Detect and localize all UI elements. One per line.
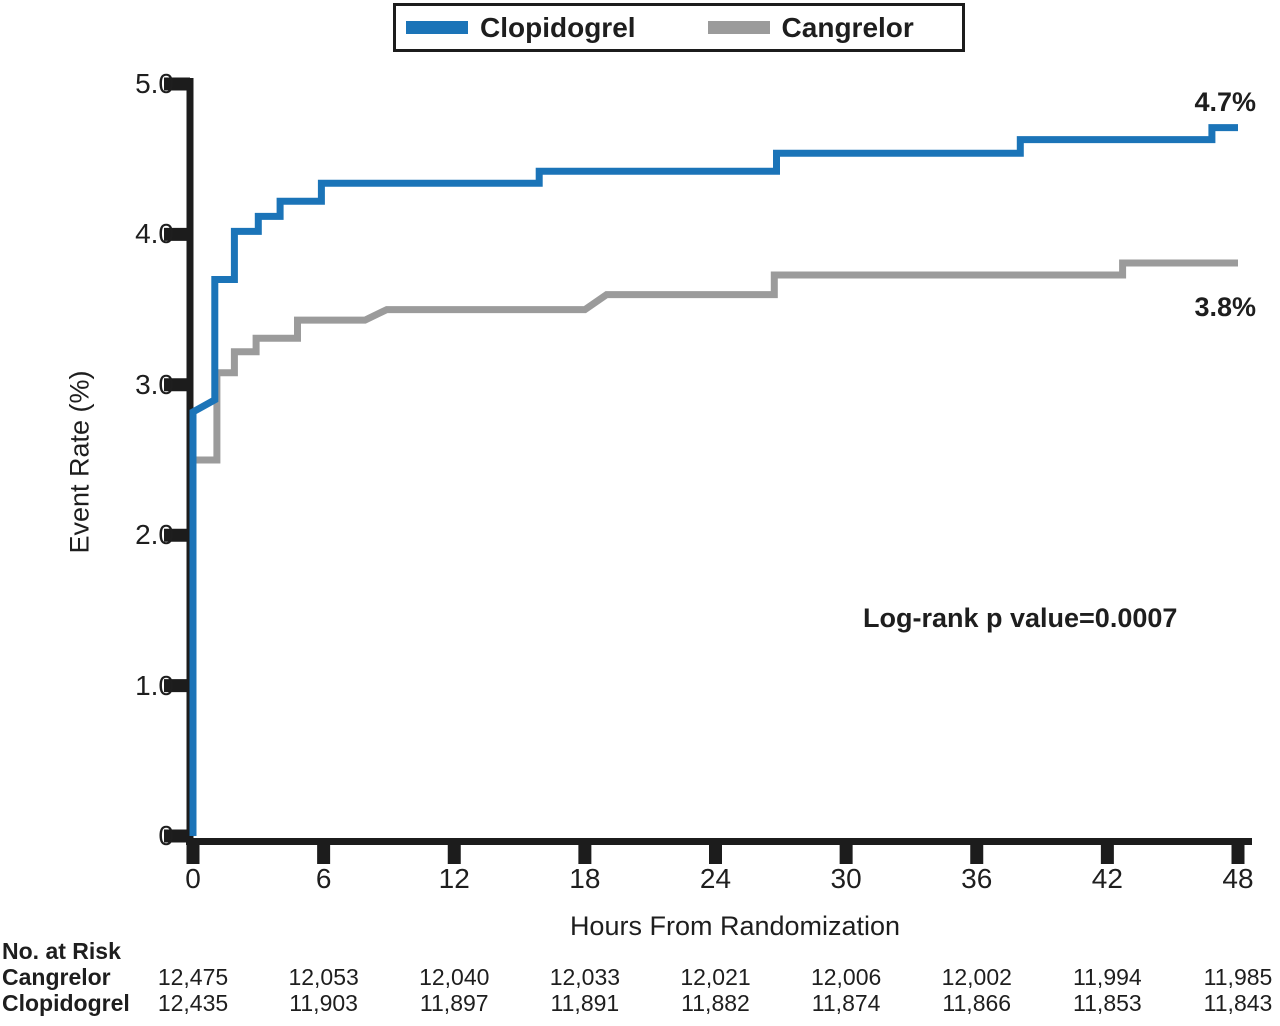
risk-count: 11,994 — [1073, 964, 1142, 990]
x-tick-label: 6 — [315, 863, 332, 894]
x-tick-label: 48 — [1222, 863, 1254, 894]
y-tick-label: 1.0 — [135, 669, 174, 701]
series-curves — [189, 124, 1238, 836]
risk-count: 11,897 — [419, 990, 489, 1016]
risk-count: 12,435 — [157, 990, 229, 1016]
risk-count: 11,891 — [550, 990, 620, 1016]
y-tick-label: 2.0 — [135, 519, 174, 551]
x-tick-label: 30 — [830, 863, 862, 894]
risk-count: 11,903 — [289, 990, 358, 1016]
axes — [164, 77, 1252, 864]
legend: Clopidogrel Cangrelor — [393, 3, 965, 52]
cangrelor-swatch — [707, 21, 770, 34]
risk-count: 11,985 — [1203, 964, 1273, 990]
risk-count: 12,021 — [680, 964, 751, 990]
legend-item-clopidogrel: Clopidogrel — [406, 12, 636, 44]
risk-count: 12,002 — [941, 964, 1012, 990]
y-tick-label: 4.0 — [135, 218, 174, 250]
log-rank-p-value: Log-rank p value=0.0007 — [863, 603, 1178, 633]
risk-count: 12,006 — [810, 964, 882, 990]
x-tick-label: 0 — [185, 863, 201, 894]
risk-count: 12,053 — [288, 964, 359, 990]
risk-row-label-clopidogrel: Clopidogrel — [2, 990, 130, 1016]
x-tick-label: 18 — [569, 863, 601, 894]
risk-count: 11,843 — [1203, 990, 1273, 1016]
legend-label-clopidogrel: Clopidogrel — [480, 11, 636, 43]
y-axis-title: Event Rate (%) — [64, 370, 95, 554]
risk-count: 11,874 — [811, 990, 881, 1016]
cangrelor-end-value-label: 3.8% — [1194, 292, 1256, 322]
y-tick-label: 0 — [158, 820, 174, 851]
risk-count: 11,866 — [942, 990, 1012, 1016]
x-tick-label: 36 — [961, 863, 993, 894]
risk-count: 12,475 — [157, 964, 229, 990]
x-tick-label: 24 — [699, 863, 732, 894]
y-tick-label: 3.0 — [135, 368, 174, 400]
legend-label-cangrelor: Cangrelor — [781, 11, 914, 43]
risk-count: 11,853 — [1073, 990, 1142, 1016]
y-tick-label: 5.0 — [135, 68, 174, 99]
x-tick-label: 12 — [438, 863, 470, 894]
x-axis-title: Hours From Randomization — [569, 911, 901, 941]
clopidogrel-end-value-label: 4.7% — [1194, 87, 1256, 117]
risk-count: 12,033 — [549, 964, 621, 990]
clopidogrel-swatch — [406, 21, 468, 34]
risk-table-header: No. at Risk — [2, 938, 121, 964]
legend-item-cangrelor: Cangrelor — [707, 11, 914, 44]
risk-count: 12,040 — [419, 964, 490, 990]
x-tick-label: 42 — [1091, 863, 1123, 894]
risk-row-label-cangrelor: Cangrelor — [2, 964, 111, 990]
risk-count: 11,882 — [681, 990, 750, 1016]
